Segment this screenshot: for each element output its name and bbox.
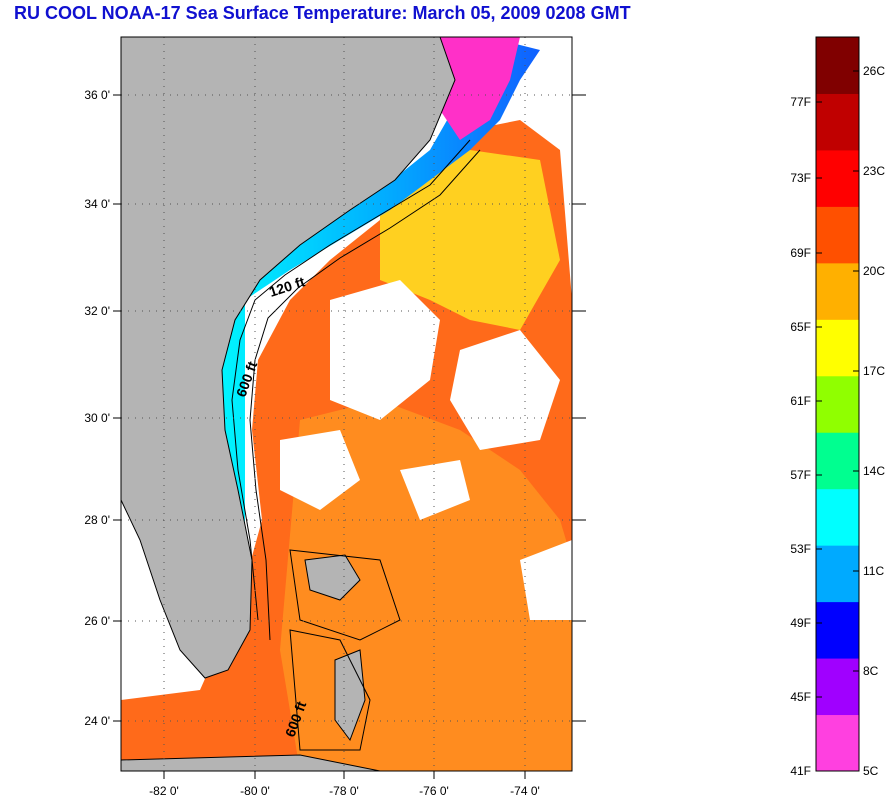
colorbar-swatch <box>816 714 859 772</box>
axis-ticks <box>113 94 586 779</box>
lon-label: -76 0' <box>419 784 449 798</box>
magenta-coastal <box>440 37 520 140</box>
fahrenheit-label: 69F <box>790 246 811 260</box>
land-bahamas-2 <box>334 649 366 742</box>
fahrenheit-label: 61F <box>790 394 811 408</box>
contour-600ft <box>249 149 481 641</box>
fahrenheit-label: 57F <box>790 468 811 482</box>
colorbar-swatch <box>816 37 859 94</box>
celsius-label: 11C <box>863 564 884 578</box>
colorbar-swatch <box>816 149 859 207</box>
colorbar-swatch <box>816 658 859 716</box>
colorbar-swatch <box>816 319 859 377</box>
fahrenheit-label: 73F <box>790 171 811 185</box>
lat-label: 24 0' <box>84 714 110 728</box>
colorbar-swatch <box>816 488 859 546</box>
celsius-label: 26C <box>863 64 885 78</box>
colorbar-swatch <box>816 93 859 151</box>
lat-label: 32 0' <box>84 304 110 318</box>
fahrenheit-label: 65F <box>790 320 811 334</box>
celsius-label: 14C <box>863 464 885 478</box>
fahrenheit-label: 77F <box>790 95 811 109</box>
fahrenheit-label: 53F <box>790 542 811 556</box>
colorbar-swatch <box>816 206 859 264</box>
fahrenheit-label: 41F <box>790 764 811 778</box>
lat-label: 34 0' <box>84 197 110 211</box>
map-frame <box>120 36 573 772</box>
colorbar-swatch <box>816 545 859 603</box>
cloud-gaps <box>280 280 572 620</box>
celsius-label: 17C <box>863 364 885 378</box>
lat-label: 26 0' <box>84 614 110 628</box>
sst-map[interactable]: 36 0' 34 0' 32 0' 30 0' 28 0' 26 0' 24 0… <box>0 0 600 801</box>
colorbar-swatch <box>816 375 859 433</box>
colorbar-swatches <box>816 37 859 772</box>
fahrenheit-label: 49F <box>790 616 811 630</box>
colorbar-frame <box>815 36 860 772</box>
colorbar-swatch <box>816 601 859 659</box>
lon-label: -74 0' <box>510 784 540 798</box>
celsius-label: 8C <box>863 664 879 678</box>
colorbar-swatch <box>816 262 859 320</box>
page-title: RU COOL NOAA-17 Sea Surface Temperature:… <box>14 3 631 23</box>
lat-label: 28 0' <box>84 513 110 527</box>
lon-label: -82 0' <box>149 784 179 798</box>
lat-label: 30 0' <box>84 411 110 425</box>
lat-label: 36 0' <box>84 88 110 102</box>
celsius-label: 5C <box>863 764 879 778</box>
colorbar-swatch <box>816 432 859 490</box>
land-cuba <box>121 754 381 771</box>
land-us-coast <box>121 37 456 679</box>
celsius-label: 20C <box>863 264 885 278</box>
yellow-patch <box>380 150 560 330</box>
lon-label: -80 0' <box>240 784 270 798</box>
colorbar-ticks <box>816 70 859 698</box>
celsius-label: 23C <box>863 164 885 178</box>
contour-bahamas <box>289 549 401 751</box>
fahrenheit-label: 45F <box>790 690 811 704</box>
lon-label: -78 0' <box>329 784 359 798</box>
contour-120ft <box>231 139 471 621</box>
